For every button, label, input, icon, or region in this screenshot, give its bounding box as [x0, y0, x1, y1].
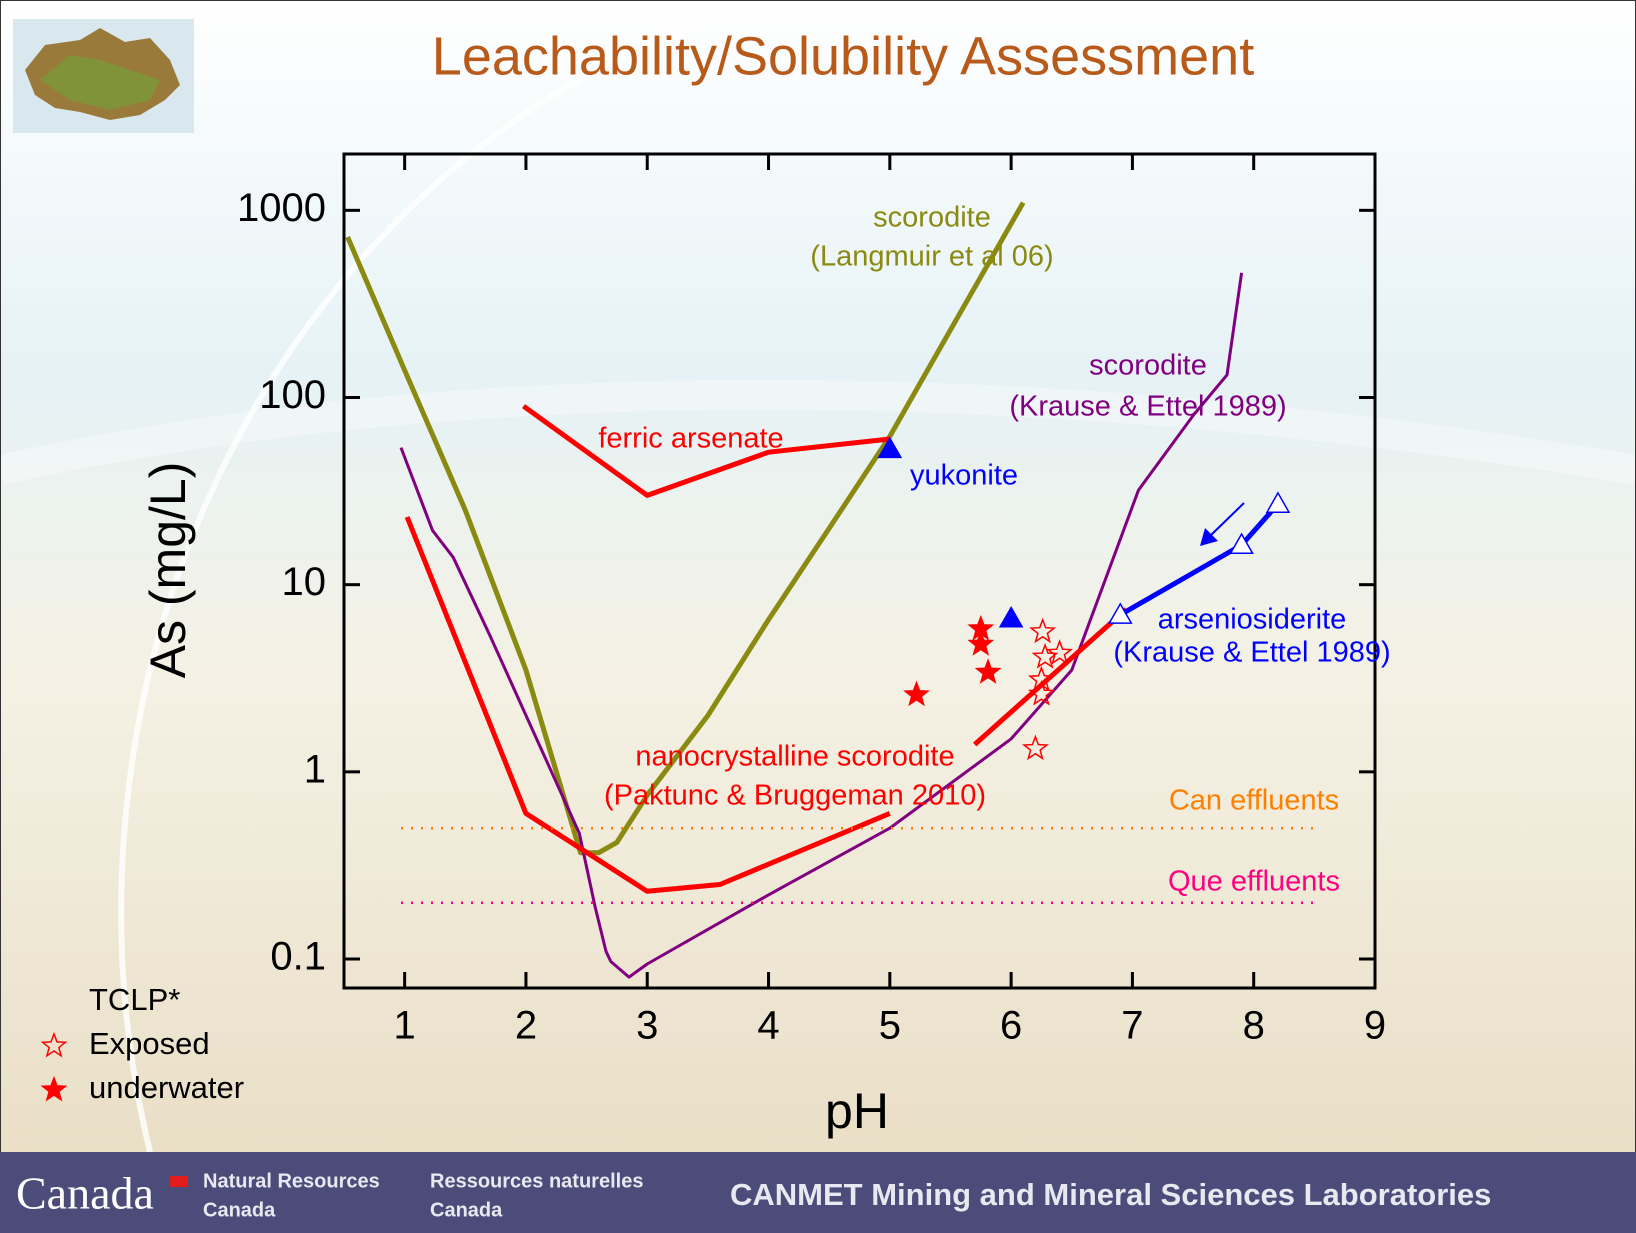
triangle: [998, 605, 1024, 628]
y-axis-label: As (mg/L): [140, 462, 196, 679]
x-tick-label: 7: [1121, 1004, 1143, 1048]
annotation: scorodite: [1089, 350, 1207, 382]
open-star: [1027, 665, 1055, 692]
legend-title: TCLP*: [89, 982, 180, 1017]
x-axis-label: pH: [825, 1083, 889, 1139]
open-star: [40, 1031, 68, 1058]
open-star: [1027, 680, 1055, 706]
open-star: [1046, 639, 1074, 665]
star: [903, 680, 930, 707]
star: [974, 658, 1002, 684]
x-tick-label: 4: [757, 1004, 779, 1048]
open-star: [1029, 617, 1057, 644]
footer: Canada Natural Resources Canada Ressourc…: [0, 1152, 1636, 1233]
open-triangle: [1107, 602, 1133, 624]
series-line: [345, 201, 1026, 856]
star: [40, 1075, 68, 1102]
legend-label: underwater: [89, 1070, 244, 1105]
dept-fr: Canada: [430, 1199, 503, 1221]
plot-frame: [342, 152, 1377, 990]
annotation: yukonite: [910, 460, 1018, 492]
logo-map: [40, 55, 160, 110]
lab-name: CANMET Mining and Mineral Sciences Labor…: [730, 1177, 1491, 1212]
legend-label: Exposed: [89, 1026, 210, 1061]
dept-en: Natural Resources: [203, 1170, 380, 1192]
open-triangle: [1229, 532, 1254, 554]
annotation: (Krause & Ettel 1989): [1009, 391, 1286, 423]
swoosh: [0, 379, 1636, 485]
arrow-head: [1200, 528, 1218, 546]
series-line: [404, 516, 1128, 894]
y-tick-label: 1000: [237, 186, 326, 230]
annotation: scorodite: [873, 202, 991, 234]
x-tick-label: 8: [1243, 1004, 1265, 1048]
series-line: [522, 404, 891, 498]
open-star: [1021, 734, 1049, 761]
y-tick-label: 1: [304, 747, 326, 791]
x-tick-label: 2: [515, 1004, 537, 1048]
triangle: [877, 436, 903, 459]
y-tick-label: 10: [282, 560, 327, 604]
x-tick-label: 6: [1000, 1004, 1022, 1048]
annotation: (Krause & Ettel 1989): [1113, 637, 1390, 669]
x-tick-label: 3: [636, 1004, 658, 1048]
flag: [170, 1176, 188, 1187]
wordmark: Canada: [16, 1168, 154, 1219]
y-tick-label: 0.1: [270, 935, 326, 979]
arrow: [1209, 502, 1245, 537]
dept-fr: Ressources naturelles: [430, 1170, 643, 1192]
series-line: [399, 272, 1244, 979]
star: [967, 630, 995, 656]
annotation: nanocrystalline scorodite: [635, 741, 954, 773]
x-tick-label: 1: [394, 1004, 416, 1048]
footer-band: [0, 1152, 1636, 1233]
annotation: (Langmuir et al 06): [810, 241, 1053, 273]
title: Leachability/Solubility Assessment: [432, 26, 1254, 86]
annotation: (Paktunc & Bruggeman 2010): [604, 780, 986, 812]
annotation: Can effluents: [1169, 785, 1339, 817]
open-triangle: [1265, 491, 1291, 513]
legend: TCLP* Exposed underwater: [40, 982, 244, 1105]
annotation: ferric arsenate: [598, 423, 783, 455]
y-tick-label: 100: [259, 373, 326, 417]
annotation: Que effluents: [1168, 866, 1340, 898]
x-tick-label: 5: [879, 1004, 901, 1048]
logo: [13, 19, 194, 133]
x-tick-label: 9: [1364, 1004, 1386, 1048]
dept-en: Canada: [203, 1199, 276, 1221]
swoosh: [118, 17, 702, 1153]
annotation: arseniosiderite: [1158, 604, 1347, 636]
plot: 1 2 3 4 5 6 7 8 9 0.1 1 10 100 1000 pH As (mg/L) scorodi…: [140, 152, 1391, 1139]
